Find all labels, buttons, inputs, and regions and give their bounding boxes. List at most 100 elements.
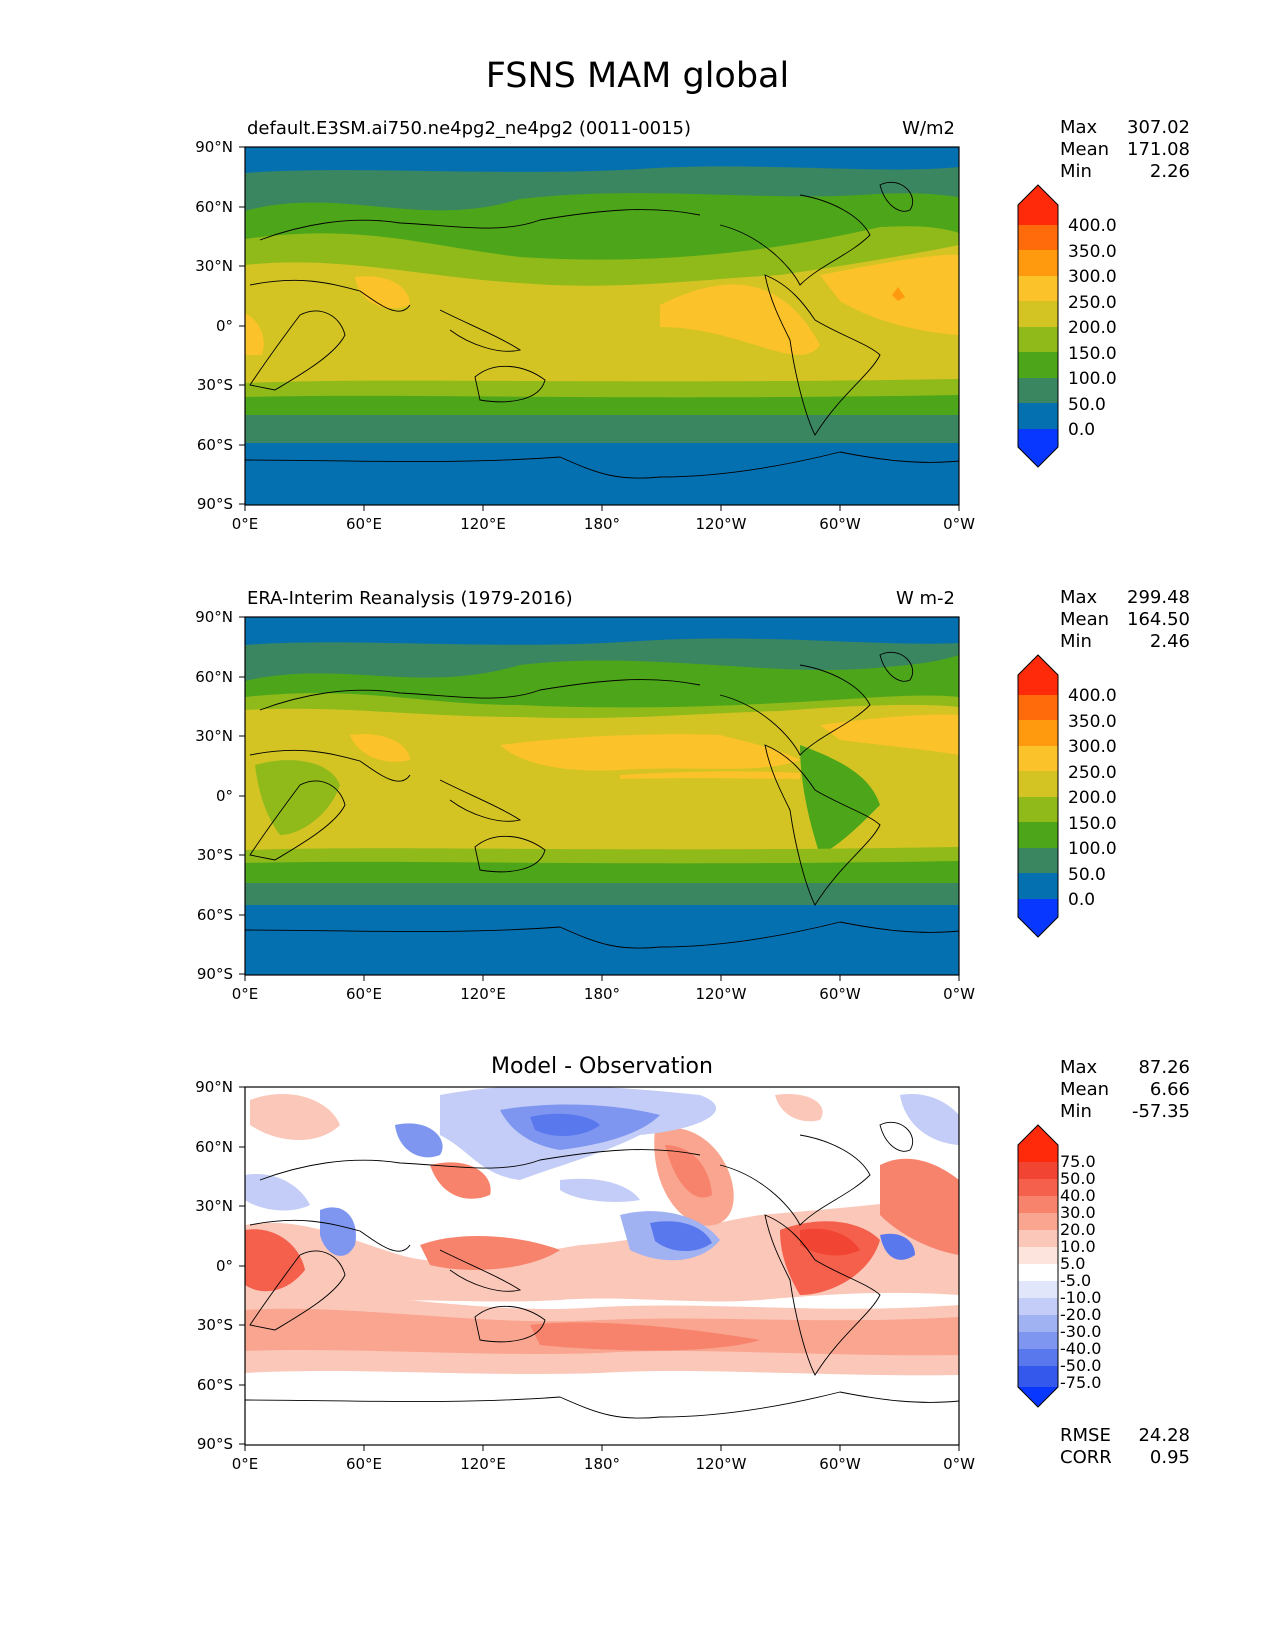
cb-swatch [1018,797,1058,822]
cb-swatch [1018,1281,1058,1298]
cb-label: 50.0 [1068,865,1106,885]
lat-label: 60°S [197,436,233,454]
panel-left-title: default.E3SM.ai750.ne4pg2_ne4pg2 (0011-0… [247,118,692,139]
cb-swatch [1018,695,1058,720]
cb-label: 400.0 [1068,686,1117,706]
cb-label: -5.0 [1060,1271,1091,1290]
stat-min: 2.46 [1149,631,1190,652]
lon-label: 120°E [460,1455,506,1473]
panel-title: Model - Observation [491,1054,713,1079]
cb-swatch [1018,822,1058,848]
cb-label: 200.0 [1068,788,1117,808]
stat-max: 87.26 [1138,1057,1190,1078]
stat-max-label: Max [1060,117,1098,138]
stat-min-label: Min [1060,161,1092,182]
cb-swatch [1018,720,1058,746]
cb-label: 350.0 [1068,242,1117,262]
lat-axis-labels: 90°N 60°N 30°N 0° 30°S 60°S 90°S [195,1078,233,1453]
panel-difference: Model - Observation [0,1054,1275,1555]
cb-swatch [1018,1387,1058,1407]
cb-label: 50.0 [1068,395,1106,415]
stat-max: 307.02 [1127,117,1190,138]
difference-coastlines [245,1121,959,1419]
cb-swatch [1018,250,1058,276]
map-ticks [239,1086,960,1451]
cb-label: 20.0 [1060,1220,1096,1239]
lat-label: 0° [216,787,233,805]
stat-mean: 171.08 [1127,139,1190,160]
cb-label: -20.0 [1060,1305,1101,1324]
lon-label: 0°E [232,985,259,1003]
cb-label: 150.0 [1068,814,1117,834]
lat-label: 30°N [195,1197,233,1215]
cb-swatch [1018,1264,1058,1281]
lon-label: 0°E [232,515,259,533]
lon-axis-labels: 0°E 60°E 120°E 180° 120°W 60°W 0°W [232,515,975,533]
cb-label: 0.0 [1068,890,1095,910]
observation-coastlines [245,651,959,949]
cb-label: 300.0 [1068,267,1117,287]
cb-swatch [1018,1162,1058,1179]
cb-swatch [1018,429,1058,467]
difference-map: 90°N 60°N 30°N 0° 30°S 60°S 90°S 0°E 60°… [195,1078,1101,1473]
cb-label: 5.0 [1060,1254,1085,1273]
stat-max-label: Max [1060,587,1098,608]
panel-units: W m-2 [895,588,955,609]
lon-label: 180° [584,985,620,1003]
cb-swatch [1018,899,1058,937]
corr-value: 0.95 [1149,1447,1190,1468]
lat-label: 90°S [197,965,233,983]
lon-label: 120°E [460,985,506,1003]
cb-label: 10.0 [1060,1237,1096,1256]
cb-swatch [1018,771,1058,797]
cb-label: 250.0 [1068,293,1117,313]
lat-label: 60°N [195,1138,233,1156]
lat-label: 30°N [195,257,233,275]
figure-title: FSNS MAM global [485,56,790,96]
lat-label: 60°S [197,1376,233,1394]
lat-label: 30°S [197,846,233,864]
lat-label: 30°N [195,727,233,745]
map-ticks [239,616,960,981]
stats-box: Max 299.48 Mean 164.50 Min 2.46 [1060,587,1190,653]
lon-label: 120°W [696,515,747,533]
difference-field-fill [245,1087,959,1445]
corr-label: CORR [1060,1447,1112,1468]
stats-box: Max 307.02 Mean 171.08 Min 2.26 [1060,117,1190,183]
cb-label: -75.0 [1060,1373,1101,1392]
lon-label: 0°W [943,1455,975,1473]
cb-label: 250.0 [1068,763,1117,783]
cb-swatch [1018,746,1058,771]
lon-label: 60°E [346,1455,382,1473]
model-map: 90°N 60°N 30°N 0° 30°S 60°S 90°S 0°E 60°… [195,138,1117,533]
lat-label: 30°S [197,376,233,394]
stat-min: 2.26 [1149,161,1190,182]
colorbar-field: 400.0 350.0 300.0 250.0 200.0 150.0 100.… [1017,184,1117,468]
lat-label: 90°N [195,608,233,626]
stat-min-label: Min [1060,1101,1092,1122]
lat-label: 60°N [195,198,233,216]
panel-units: W/m2 [902,118,955,139]
lat-label: 90°N [195,138,233,156]
cb-swatch [1018,848,1058,873]
lon-axis-labels: 0°E 60°E 120°E 180° 120°W 60°W 0°W [232,985,975,1003]
lon-label: 0°E [232,1455,259,1473]
cb-swatch [1018,352,1058,378]
lat-axis-labels: 90°N 60°N 30°N 0° 30°S 60°S 90°S [195,608,233,983]
lat-label: 60°N [195,668,233,686]
stat-mean: 164.50 [1127,609,1190,630]
lat-label: 90°S [197,1435,233,1453]
cb-swatch [1018,403,1058,429]
lon-label: 60°W [819,515,861,533]
cb-swatch [1018,1179,1058,1196]
colorbar-diff: 75.0 50.0 40.0 30.0 20.0 10.0 5.0 -5.0 -… [1017,1124,1101,1408]
lon-label: 60°E [346,985,382,1003]
lon-label: 120°E [460,515,506,533]
stat-mean-label: Mean [1060,139,1110,160]
cb-swatch [1018,873,1058,899]
model-coastlines [245,181,959,479]
cb-label: 200.0 [1068,318,1117,338]
map-ticks [239,146,960,511]
lon-label: 60°W [819,985,861,1003]
cb-swatch [1018,1366,1058,1387]
